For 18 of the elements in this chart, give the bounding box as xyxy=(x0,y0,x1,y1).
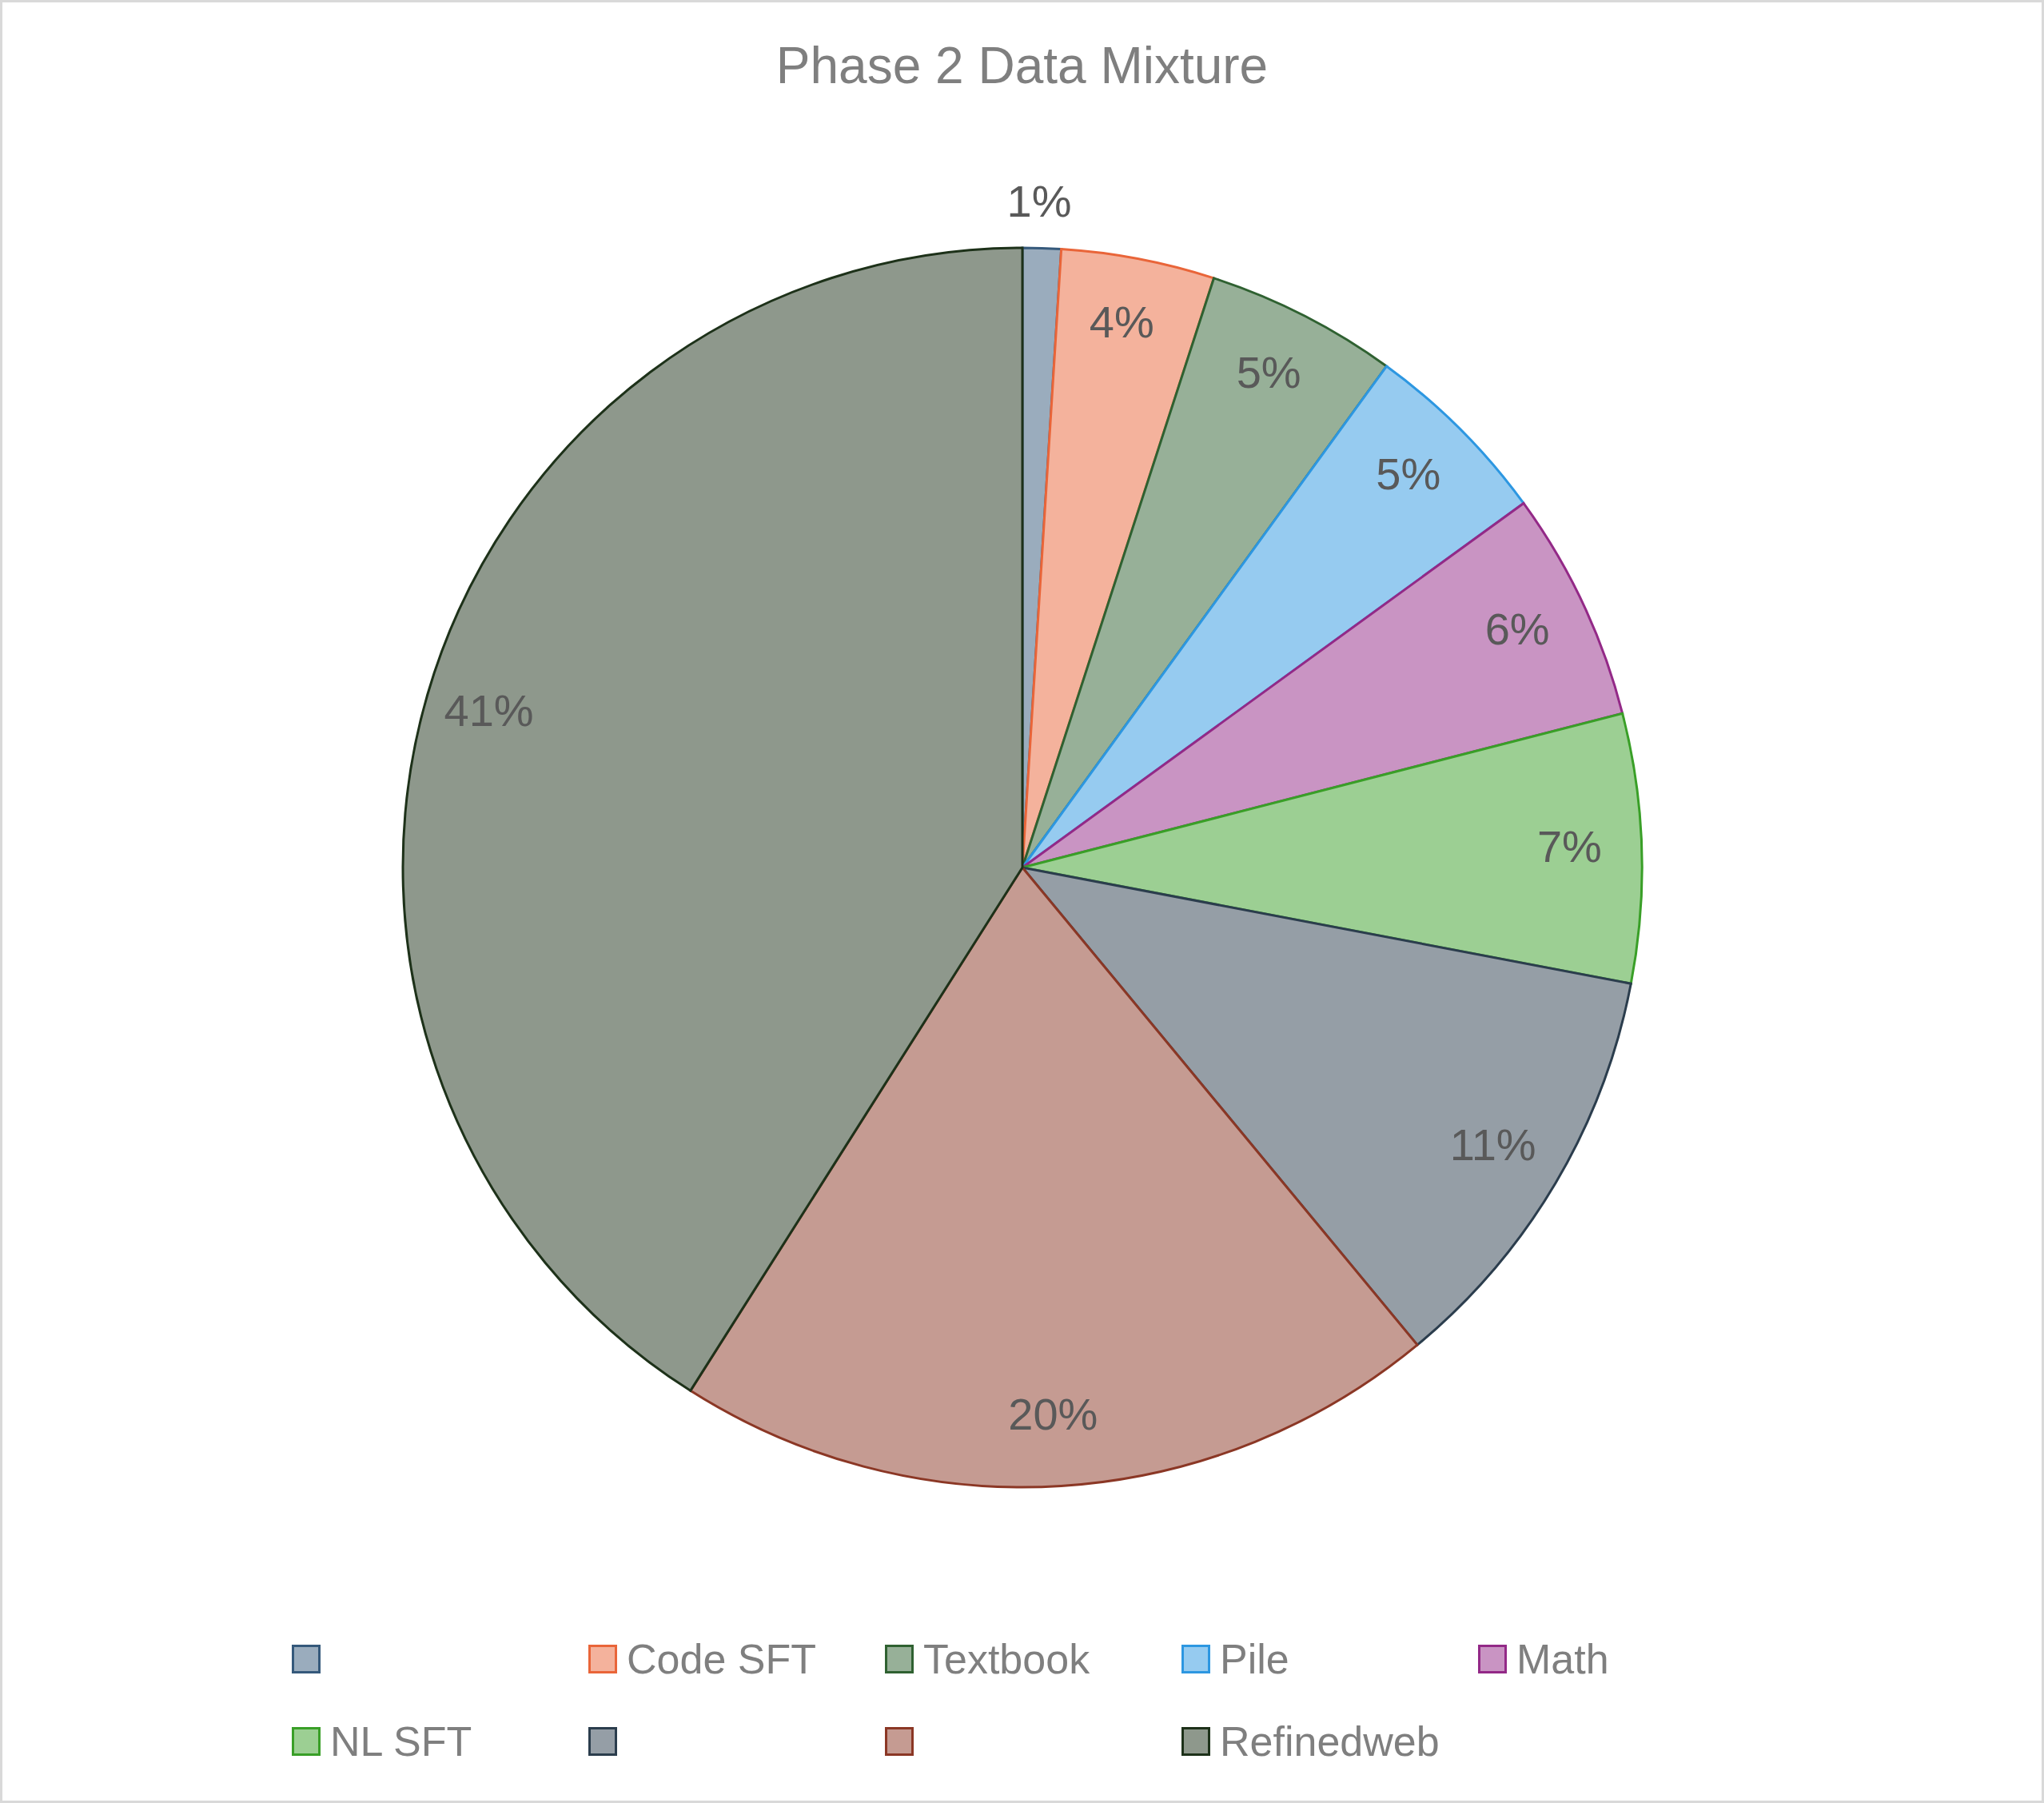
data-label: 4% xyxy=(1089,296,1154,347)
data-label: 6% xyxy=(1484,603,1550,654)
legend-label: NL SFT xyxy=(330,1717,472,1765)
pie-slice xyxy=(401,246,1024,1392)
data-label: 20% xyxy=(1008,1388,1098,1439)
data-label: 11% xyxy=(1449,1119,1536,1170)
data-label: 5% xyxy=(1376,448,1441,499)
data-label: 7% xyxy=(1536,820,1602,872)
pie-slice xyxy=(689,866,1419,1487)
legend-label: Pile xyxy=(1220,1634,1289,1683)
data-label: 1% xyxy=(1006,175,1072,226)
legend-label: Code SFT xyxy=(627,1634,816,1683)
legend-label: Refinedweb xyxy=(1220,1717,1440,1765)
chart-title: Phase 2 Data Mixture xyxy=(775,36,1269,95)
legend-label: Textbook xyxy=(923,1634,1090,1683)
data-label: 41% xyxy=(444,684,534,736)
legend-label: Math xyxy=(1516,1634,1609,1683)
data-label: 5% xyxy=(1236,346,1301,397)
